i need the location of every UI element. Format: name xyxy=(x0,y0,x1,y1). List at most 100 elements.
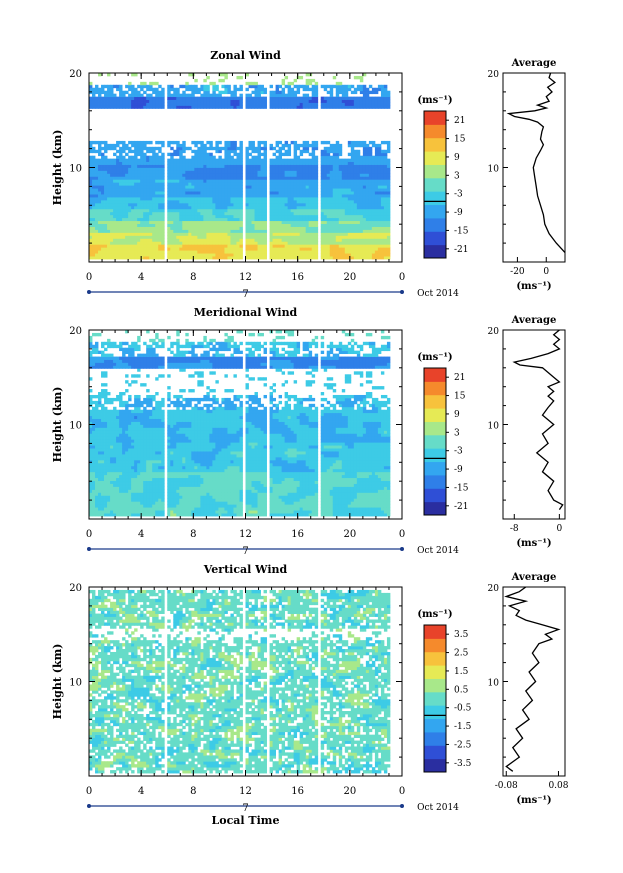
heatmap-cell xyxy=(194,167,198,171)
heatmap-cell xyxy=(119,179,123,183)
heatmap-cell xyxy=(350,241,355,245)
heatmap-cell xyxy=(293,158,298,162)
heatmap-cell xyxy=(107,99,111,103)
heatmap-cell xyxy=(152,176,156,180)
heatmap-cell xyxy=(383,84,388,89)
heatmap-cell xyxy=(95,415,99,419)
heatmap-cell xyxy=(218,78,222,83)
heatmap-cell xyxy=(167,202,171,207)
heatmap-cell xyxy=(98,474,102,479)
heatmap-cell xyxy=(338,220,343,225)
heatmap-cell xyxy=(155,161,159,165)
heatmap-cell xyxy=(110,397,114,402)
heatmap-cell xyxy=(305,164,310,168)
heatmap-cell xyxy=(299,179,304,183)
heatmap-cell xyxy=(101,220,105,225)
heatmap-cell xyxy=(284,164,289,168)
heatmap-cell xyxy=(245,96,249,100)
heatmap-cell xyxy=(98,250,102,254)
heatmap-cell xyxy=(155,235,159,239)
heatmap-cell xyxy=(149,232,153,236)
heatmap-cell xyxy=(173,197,177,201)
heatmap-cell xyxy=(152,161,156,165)
heatmap-cell xyxy=(224,217,228,222)
heatmap-cell xyxy=(218,205,222,210)
heatmap-cell xyxy=(281,217,286,222)
heatmap-cell xyxy=(299,211,304,216)
heatmap-cell xyxy=(305,226,310,230)
day-label: 7 xyxy=(242,289,248,300)
heatmap-cell xyxy=(161,194,165,198)
heatmap-cell xyxy=(230,202,234,207)
heatmap-cell xyxy=(152,197,156,201)
heatmap-cell xyxy=(128,250,132,254)
heatmap-cell xyxy=(347,217,352,222)
heatmap-cell xyxy=(89,465,93,470)
heatmap-cell xyxy=(323,161,328,165)
heatmap-cell xyxy=(272,102,276,106)
heatmap-cell xyxy=(284,93,289,98)
heatmap-cell xyxy=(128,158,132,162)
heatmap-cell xyxy=(296,197,301,201)
heatmap-cell xyxy=(95,504,99,508)
heatmap-cell xyxy=(380,241,385,245)
heatmap-cell xyxy=(200,238,204,242)
heatmap-cell xyxy=(368,253,373,257)
heatmap-cell xyxy=(176,238,180,242)
heatmap-cell xyxy=(227,191,231,195)
heatmap-cell xyxy=(311,191,316,195)
heatmap-cell xyxy=(119,93,123,98)
heatmap-cell xyxy=(329,217,334,222)
heatmap-cell xyxy=(362,220,367,225)
heatmap-cell xyxy=(92,217,96,222)
heatmap-cell xyxy=(200,173,204,177)
heatmap-cell xyxy=(188,84,192,89)
heatmap-cell xyxy=(182,90,186,95)
heatmap-cell xyxy=(188,179,192,183)
heatmap-cell xyxy=(335,194,340,198)
heatmap-cell xyxy=(323,235,328,239)
heatmap-cell xyxy=(104,510,108,514)
heatmap-cell xyxy=(101,226,105,230)
heatmap-cell xyxy=(128,205,132,210)
heatmap-cell xyxy=(161,191,165,195)
heatmap-cell xyxy=(104,256,108,260)
heatmap-cell xyxy=(92,96,96,100)
heatmap-cell xyxy=(296,173,301,177)
heatmap-cell xyxy=(236,179,240,183)
heatmap-cell xyxy=(233,102,237,106)
heatmap-cell xyxy=(176,149,180,154)
heatmap-cell xyxy=(107,205,111,210)
heatmap-cell xyxy=(104,409,108,414)
heatmap-cell xyxy=(293,188,298,192)
heatmap-cell xyxy=(155,199,159,204)
heatmap-cell xyxy=(173,211,177,216)
heatmap-cell xyxy=(263,182,267,186)
heatmap-cell xyxy=(209,164,213,168)
heatmap-cell xyxy=(158,244,162,248)
heatmap-cell xyxy=(110,430,114,434)
heatmap-cell xyxy=(377,235,382,239)
heatmap-cell xyxy=(152,105,156,109)
heatmap-cell xyxy=(344,244,349,248)
heatmap-cell xyxy=(332,143,337,148)
heatmap-cell xyxy=(251,182,255,186)
profile-x-label: 0 xyxy=(543,267,549,277)
heatmap-cell xyxy=(152,179,156,183)
heatmap-cell xyxy=(383,244,388,248)
heatmap-cell xyxy=(296,84,301,89)
heatmap-cell xyxy=(206,185,210,189)
heatmap-cell xyxy=(107,418,111,422)
heatmap-cell xyxy=(215,256,219,260)
heatmap-cell xyxy=(119,84,123,89)
heatmap-cell xyxy=(131,208,135,213)
heatmap-cell xyxy=(260,182,264,186)
heatmap-cell xyxy=(320,185,325,189)
heatmap-cell xyxy=(296,217,301,222)
heatmap-cell xyxy=(302,176,307,180)
heatmap-cell xyxy=(104,161,108,165)
heatmap-cell xyxy=(110,161,114,165)
heatmap-cell xyxy=(173,188,177,192)
heatmap-cell xyxy=(227,140,231,145)
heatmap-cell xyxy=(353,211,358,216)
